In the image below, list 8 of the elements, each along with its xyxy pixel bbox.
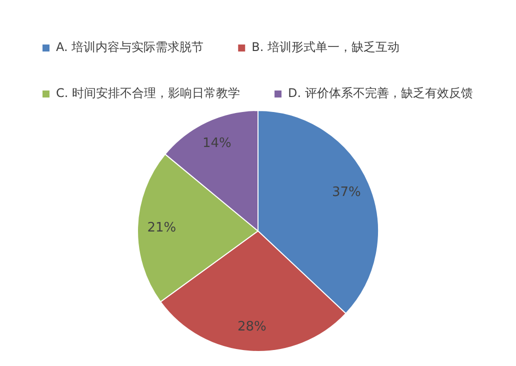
legend-label: B. 培训形式单一，缺乏互动 [252, 40, 400, 54]
data-label: 37% [332, 185, 361, 200]
legend-label: D. 评价体系不完善，缺乏有效反馈 [288, 86, 473, 100]
legend-label: C. 时间安排不合理，影响日常教学 [56, 86, 240, 100]
legend-label: A. 培训内容与实际需求脱节 [56, 40, 204, 54]
data-label: 28% [237, 320, 266, 335]
data-label: 21% [147, 220, 176, 236]
data-label: 14% [202, 136, 232, 152]
